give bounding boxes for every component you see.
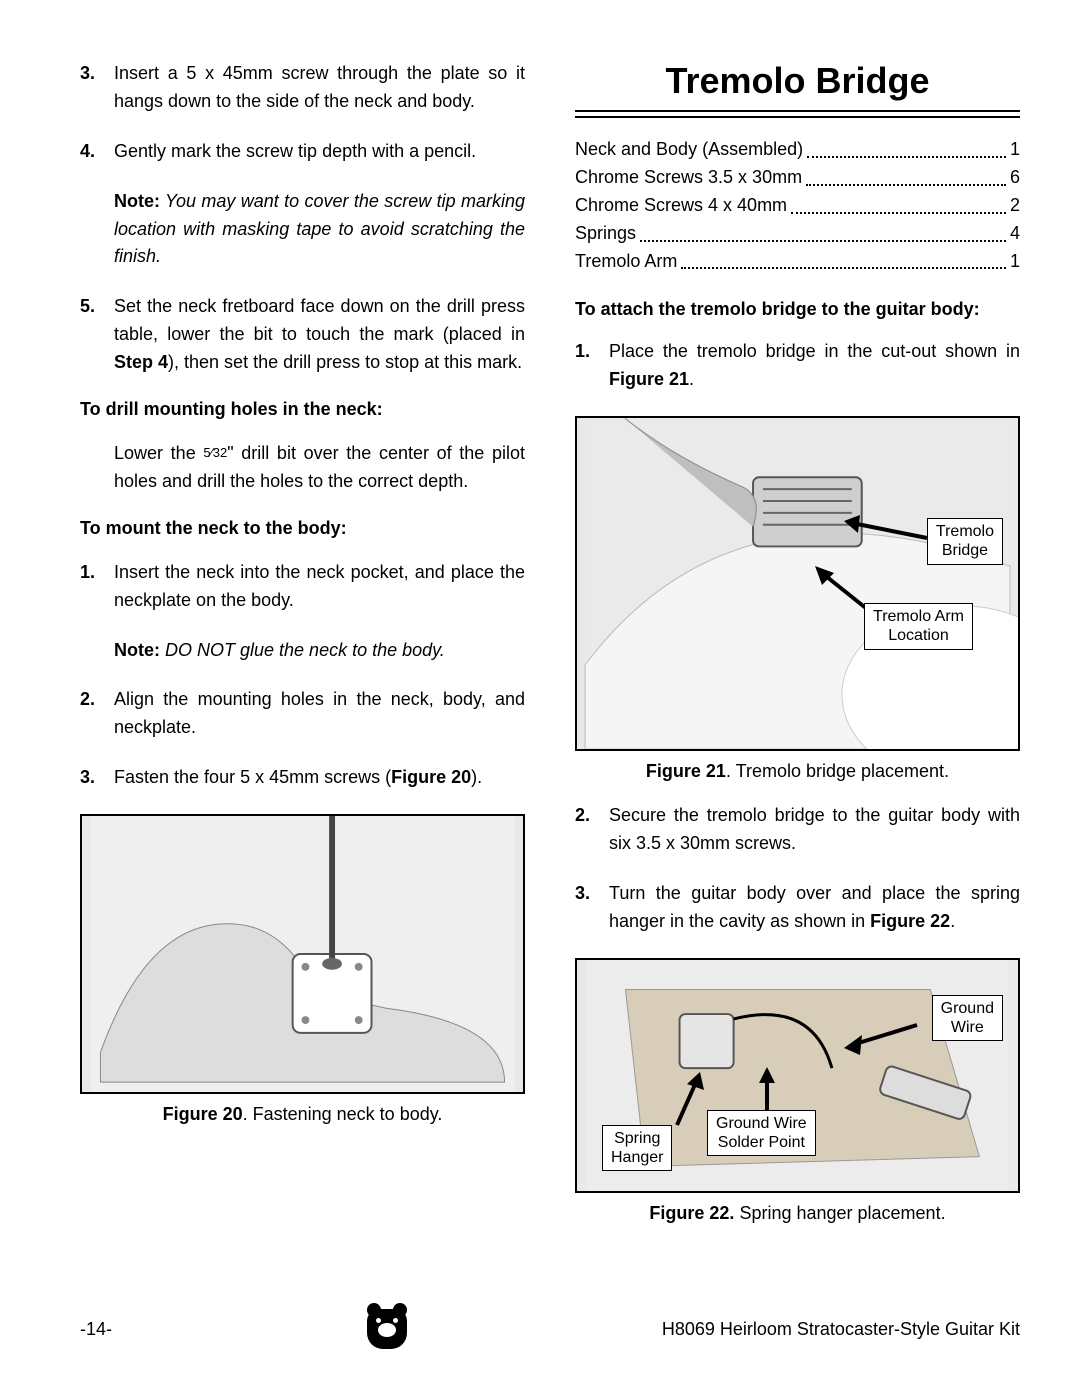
step-text: Align the mounting holes in the neck, bo… — [114, 686, 525, 742]
tremolo-step-2: 2. Secure the tremolo bridge to the guit… — [575, 802, 1020, 858]
step-text: Fasten the four 5 x 45mm screws (Figure … — [114, 764, 525, 792]
note-label: Note: — [114, 640, 160, 660]
figure-20-svg — [82, 816, 523, 1092]
mount-step-1: 1. Insert the neck into the neck pocket,… — [80, 559, 525, 615]
mount-step-3: 3. Fasten the four 5 x 45mm screws (Figu… — [80, 764, 525, 792]
callout-ground-wire: Ground Wire — [932, 995, 1003, 1041]
attach-subhead: To attach the tremolo bridge to the guit… — [575, 299, 1020, 320]
page-number: -14- — [80, 1319, 112, 1340]
note-1: Note: You may want to cover the screw ti… — [114, 188, 525, 272]
step-5: 5. Set the neck fretboard face down on t… — [80, 293, 525, 377]
footer-title: H8069 Heirloom Stratocaster-Style Guitar… — [662, 1319, 1020, 1340]
bear-logo-icon — [367, 1309, 407, 1349]
note-text: DO NOT glue the neck to the body. — [160, 640, 445, 660]
step-num: 3. — [575, 880, 609, 936]
step-text: Insert a 5 x 45mm screw through the plat… — [114, 60, 525, 116]
heading-rule — [575, 110, 1020, 118]
step-text: Secure the tremolo bridge to the guitar … — [609, 802, 1020, 858]
right-column: Tremolo Bridge Neck and Body (Assembled)… — [575, 60, 1020, 1244]
step-num: 3. — [80, 60, 114, 116]
figure-21: Tremolo Bridge Tremolo Arm Location — [575, 416, 1020, 751]
step-text: Insert the neck into the neck pocket, an… — [114, 559, 525, 615]
step-num: 4. — [80, 138, 114, 166]
figure-20-caption: Figure 20. Fastening neck to body. — [80, 1104, 525, 1125]
page-footer: -14- H8069 Heirloom Stratocaster-Style G… — [80, 1309, 1020, 1349]
parts-row: Chrome Screws 3.5 x 30mm6 — [575, 164, 1020, 192]
note-text: You may want to cover the screw tip mark… — [114, 191, 525, 267]
callout-solder-point: Ground Wire Solder Point — [707, 1110, 816, 1156]
step-text: Turn the guitar body over and place the … — [609, 880, 1020, 936]
step-num: 2. — [80, 686, 114, 742]
tremolo-step-3: 3. Turn the guitar body over and place t… — [575, 880, 1020, 936]
figure-21-caption: Figure 21. Tremolo bridge placement. — [575, 761, 1020, 782]
figure-20 — [80, 814, 525, 1094]
figure-21-svg — [577, 418, 1018, 749]
tremolo-step-1: 1. Place the tremolo bridge in the cut-o… — [575, 338, 1020, 394]
subhead-mount: To mount the neck to the body: — [80, 518, 525, 539]
callout-tremolo-arm: Tremolo Arm Location — [864, 603, 973, 649]
figure-22-caption: Figure 22. Spring hanger placement. — [575, 1203, 1020, 1224]
parts-row: Neck and Body (Assembled)1 — [575, 136, 1020, 164]
step-3: 3. Insert a 5 x 45mm screw through the p… — [80, 60, 525, 116]
parts-row: Springs4 — [575, 220, 1020, 248]
step-num: 1. — [80, 559, 114, 615]
step-text: Set the neck fretboard face down on the … — [114, 293, 525, 377]
subhead-drill: To drill mounting holes in the neck: — [80, 399, 525, 420]
step-num: 5. — [80, 293, 114, 377]
figure-22: Ground Wire Ground Wire Solder Point Spr… — [575, 958, 1020, 1193]
step-num: 2. — [575, 802, 609, 858]
note-label: Note: — [114, 191, 160, 211]
step-num: 3. — [80, 764, 114, 792]
step-text: Gently mark the screw tip depth with a p… — [114, 138, 525, 166]
mount-step-2: 2. Align the mounting holes in the neck,… — [80, 686, 525, 742]
note-2: Note: DO NOT glue the neck to the body. — [114, 637, 525, 665]
section-heading: Tremolo Bridge — [575, 60, 1020, 102]
parts-row: Tremolo Arm1 — [575, 248, 1020, 276]
parts-row: Chrome Screws 4 x 40mm2 — [575, 192, 1020, 220]
drill-instruction: Lower the 5⁄32" drill bit over the cente… — [114, 440, 525, 496]
callout-tremolo-bridge: Tremolo Bridge — [927, 518, 1003, 564]
step-text: Place the tremolo bridge in the cut-out … — [609, 338, 1020, 394]
step-4: 4. Gently mark the screw tip depth with … — [80, 138, 525, 166]
left-column: 3. Insert a 5 x 45mm screw through the p… — [80, 60, 525, 1244]
callout-spring-hanger: Spring Hanger — [602, 1125, 672, 1171]
step-num: 1. — [575, 338, 609, 394]
parts-list: Neck and Body (Assembled)1Chrome Screws … — [575, 136, 1020, 275]
